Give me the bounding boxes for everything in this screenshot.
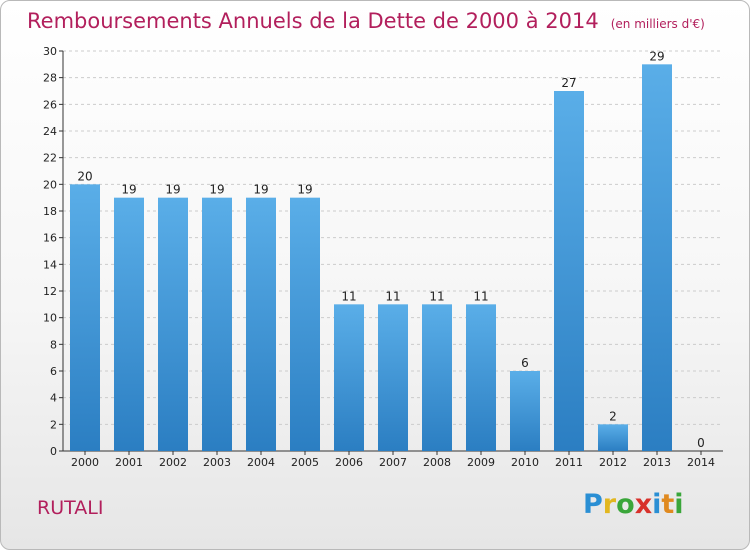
bar-2009 bbox=[466, 304, 496, 451]
chart-title-main: Remboursements Annuels de la Dette de 20… bbox=[27, 9, 599, 33]
logo-letter: i bbox=[674, 489, 684, 520]
x-tick-label-2002: 2002 bbox=[159, 456, 187, 469]
y-tick-label: 8 bbox=[50, 338, 57, 351]
logo-letter: r bbox=[602, 489, 617, 520]
data-label-2003: 19 bbox=[209, 183, 224, 197]
chart-title: Remboursements Annuels de la Dette de 20… bbox=[27, 9, 705, 33]
x-tick-label-2009: 2009 bbox=[467, 456, 495, 469]
x-tick-label-2006: 2006 bbox=[335, 456, 363, 469]
bar-2002 bbox=[158, 197, 188, 451]
data-label-2014: 0 bbox=[697, 436, 705, 450]
x-tick-label-2014: 2014 bbox=[687, 456, 715, 469]
bar-2006 bbox=[334, 304, 364, 451]
y-tick-label: 4 bbox=[50, 392, 57, 405]
bars bbox=[70, 64, 672, 452]
y-tick-label: 14 bbox=[43, 258, 57, 271]
bar-2007 bbox=[378, 304, 408, 451]
bar-2012 bbox=[598, 424, 628, 451]
bar-2003 bbox=[202, 197, 232, 451]
x-tick-label-2007: 2007 bbox=[379, 456, 407, 469]
y-tick-label: 6 bbox=[50, 365, 57, 378]
logo-letter: i bbox=[652, 489, 662, 520]
bar-2008 bbox=[422, 304, 452, 451]
x-tick-label-2005: 2005 bbox=[291, 456, 319, 469]
chart-title-unit: (en milliers d'€) bbox=[610, 17, 705, 31]
data-label-2008: 11 bbox=[429, 289, 444, 303]
data-label-2001: 19 bbox=[121, 183, 136, 197]
y-tick-label: 10 bbox=[43, 312, 57, 325]
data-label-2012: 2 bbox=[609, 409, 617, 423]
commune-name: RUTALI bbox=[37, 497, 104, 519]
y-tick-label: 2 bbox=[50, 418, 57, 431]
y-tick-label: 26 bbox=[43, 98, 57, 111]
y-tick-label: 24 bbox=[43, 125, 57, 138]
y-tick-label: 20 bbox=[43, 178, 57, 191]
data-label-2004: 19 bbox=[253, 183, 268, 197]
y-tick-label: 22 bbox=[43, 152, 57, 165]
y-tick-label: 28 bbox=[43, 72, 57, 85]
x-tick-label-2001: 2001 bbox=[115, 456, 143, 469]
labels: 20 19 19 19 19 19 11 11 11 11 6 27 2 29 0 bbox=[77, 49, 704, 450]
x-tick-label-2004: 2004 bbox=[247, 456, 275, 469]
data-label-2011: 27 bbox=[561, 76, 576, 90]
logo-letter: x bbox=[634, 489, 653, 520]
bar-2004 bbox=[246, 197, 276, 451]
y-tick-label: 12 bbox=[43, 285, 57, 298]
x-tick-label-2000: 2000 bbox=[71, 456, 99, 469]
data-label-2013: 29 bbox=[649, 49, 664, 63]
logo-letter: P bbox=[583, 489, 603, 520]
x-tick-label-2003: 2003 bbox=[203, 456, 231, 469]
bar-2000 bbox=[70, 184, 100, 452]
x-tick-label-2012: 2012 bbox=[599, 456, 627, 469]
data-label-2005: 19 bbox=[297, 183, 312, 197]
y-tick-label: 0 bbox=[50, 445, 57, 458]
x-tick-label-2008: 2008 bbox=[423, 456, 451, 469]
bar-2010 bbox=[510, 371, 540, 451]
y-tick-label: 16 bbox=[43, 232, 57, 245]
data-label-2002: 19 bbox=[165, 183, 180, 197]
x-tick-label-2013: 2013 bbox=[643, 456, 671, 469]
x-tick-label-2011: 2011 bbox=[555, 456, 583, 469]
data-label-2009: 11 bbox=[473, 289, 488, 303]
data-label-2007: 11 bbox=[385, 289, 400, 303]
logo-letter: t bbox=[661, 489, 675, 520]
y-tick-label: 30 bbox=[43, 45, 57, 58]
y-tick-label: 18 bbox=[43, 205, 57, 218]
x-tick-label-2010: 2010 bbox=[511, 456, 539, 469]
data-label-2010: 6 bbox=[521, 356, 529, 370]
proxiti-logo: Proxiti bbox=[583, 489, 684, 520]
data-label-2006: 11 bbox=[341, 289, 356, 303]
bar-2013 bbox=[642, 64, 672, 452]
logo-letter: o bbox=[616, 489, 635, 520]
data-label-2000: 20 bbox=[77, 169, 92, 183]
bar-2001 bbox=[114, 197, 144, 451]
bar-2011 bbox=[554, 91, 584, 451]
bar-2005 bbox=[290, 197, 320, 451]
